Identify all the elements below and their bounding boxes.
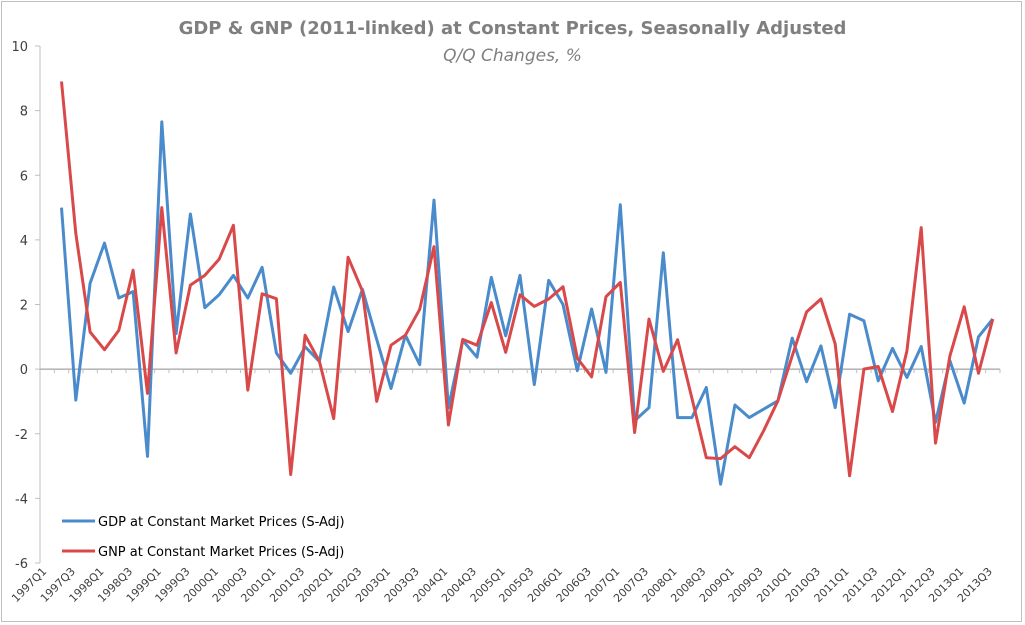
legend-label-gdp: GDP at Constant Market Prices (S-Adj) xyxy=(98,515,345,530)
y-tick-label: 0 xyxy=(20,363,28,378)
series-line-gdp xyxy=(60,120,994,486)
chart-title: GDP & GNP (2011-linked) at Constant Pric… xyxy=(178,18,847,39)
y-tick-label: 2 xyxy=(20,299,28,314)
y-tick-label: -6 xyxy=(15,557,28,572)
legend: GDP at Constant Market Prices (S-Adj) GN… xyxy=(62,515,345,560)
y-tick-label: 4 xyxy=(20,234,28,249)
legend-label-gnp: GNP at Constant Market Prices (S-Adj) xyxy=(98,545,344,560)
series-line-gnp xyxy=(60,81,995,478)
y-tick-label: -4 xyxy=(15,492,28,507)
chart-subtitle: Q/Q Changes, % xyxy=(443,46,582,66)
y-tick-label: 8 xyxy=(20,105,28,120)
y-tick-label: 6 xyxy=(20,169,28,184)
y-tick-label: -2 xyxy=(15,428,28,443)
series-lines xyxy=(60,81,995,486)
y-tick-label: 10 xyxy=(11,40,28,55)
